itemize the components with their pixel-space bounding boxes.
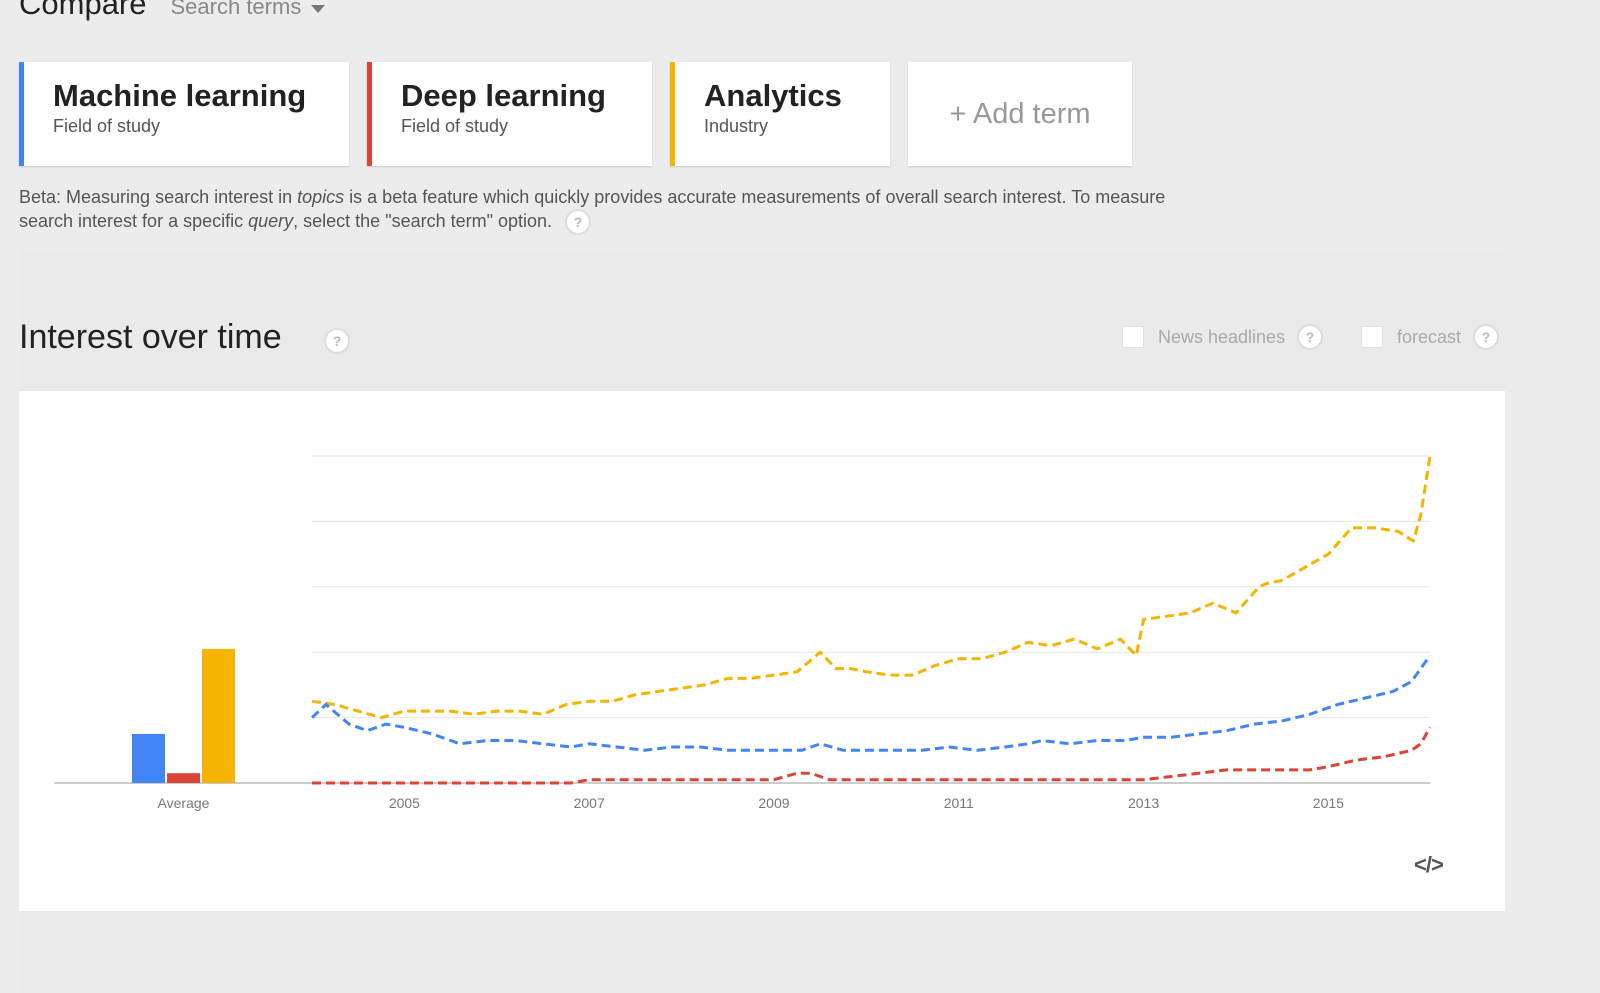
interest-chart-panel: Average 2005 2007 2009 2011 2013 2015 </> [19, 391, 1505, 911]
term-type: Field of study [401, 116, 509, 136]
term-type: Field of study [53, 116, 161, 136]
series-line-deep-learning [312, 726, 1432, 785]
x-tick-label: 2009 [758, 795, 789, 811]
term-color-stripe [19, 62, 24, 166]
x-tick-label: 2015 [1313, 795, 1344, 811]
compare-title: Compare [19, 0, 147, 21]
series-line-machine-learning [310, 654, 1432, 752]
average-bar [202, 648, 235, 783]
help-icon[interactable]: ? [1297, 324, 1324, 350]
forecast-option: forecast ? [1361, 324, 1500, 350]
forecast-checkbox[interactable] [1361, 326, 1383, 348]
term-card-deep-learning[interactable]: Deep learning Field of study [367, 62, 652, 166]
add-term-button[interactable]: + Add term [908, 62, 1132, 166]
term-card-machine-learning[interactable]: Machine learning Field of study [19, 62, 349, 166]
help-icon[interactable]: ? [565, 209, 592, 235]
compare-header: Compare Search terms [19, 0, 326, 34]
term-color-stripe [367, 62, 372, 166]
search-mode-dropdown[interactable]: Search terms [171, 0, 326, 20]
beta-topics: topics [297, 187, 345, 207]
term-name: Analytics [704, 78, 842, 113]
help-icon[interactable]: ? [324, 328, 350, 354]
beta-text-2: is a beta feature which quickly provides… [19, 187, 1166, 231]
average-label: Average [158, 795, 210, 811]
x-tick-label: 2013 [1128, 795, 1159, 811]
news-headlines-label: News headlines [1158, 326, 1286, 347]
embed-code-icon[interactable]: </> [1414, 852, 1444, 877]
term-color-stripe [670, 62, 675, 166]
average-bar [132, 733, 165, 783]
term-name: Machine learning [53, 78, 307, 113]
news-headlines-checkbox[interactable] [1122, 326, 1144, 348]
term-card-analytics[interactable]: Analytics Industry [670, 62, 890, 166]
beta-note: Beta: Measuring search interest in topic… [19, 186, 1199, 235]
beta-query: query [248, 210, 294, 231]
beta-text-1: Beta: Measuring search interest in [19, 187, 298, 207]
x-tick-label: 2007 [574, 795, 605, 811]
beta-text-3: , select the "search term" option. [293, 210, 553, 231]
help-icon[interactable]: ? [1473, 324, 1500, 350]
chevron-down-icon [311, 5, 326, 13]
news-headlines-option: News headlines ? [1122, 324, 1324, 350]
x-tick-label: 2005 [389, 795, 420, 811]
average-bar [167, 773, 200, 783]
x-tick-label: 2011 [944, 795, 974, 811]
term-type: Industry [704, 116, 769, 136]
term-name: Deep learning [401, 78, 606, 113]
term-list: Machine learning Field of study Deep lea… [19, 62, 1132, 166]
section-title: Interest over time [19, 318, 282, 356]
interest-chart: Average 2005 2007 2009 2011 2013 2015 [54, 455, 1432, 811]
forecast-label: forecast [1397, 326, 1462, 347]
search-mode-label: Search terms [170, 0, 302, 19]
